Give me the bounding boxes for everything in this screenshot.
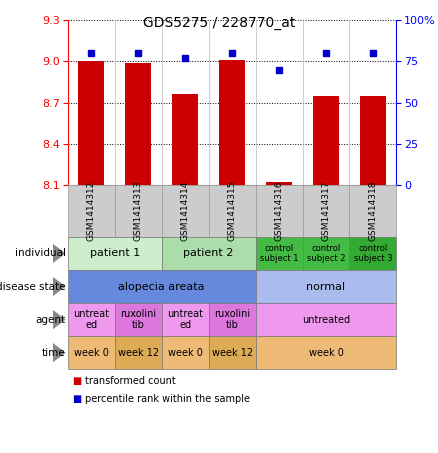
Text: alopecia areata: alopecia areata	[119, 281, 205, 292]
Text: normal: normal	[307, 281, 346, 292]
Bar	[172, 94, 198, 185]
Text: untreat
ed: untreat ed	[167, 309, 203, 330]
Text: disease state: disease state	[0, 281, 66, 292]
Text: week 12: week 12	[212, 347, 253, 358]
Polygon shape	[53, 310, 66, 329]
Bar	[266, 182, 292, 185]
Text: agent: agent	[35, 314, 66, 325]
Bar	[78, 62, 104, 185]
Text: GSM1414317: GSM1414317	[321, 181, 331, 241]
Polygon shape	[53, 343, 66, 362]
Text: control
subject 3: control subject 3	[353, 244, 392, 263]
Text: patient 1: patient 1	[90, 248, 140, 259]
Text: GSM1414313: GSM1414313	[134, 181, 143, 241]
Text: week 0: week 0	[168, 347, 203, 358]
Text: transformed count: transformed count	[85, 376, 176, 386]
Text: control
subject 2: control subject 2	[307, 244, 345, 263]
Text: week 0: week 0	[74, 347, 109, 358]
Bar	[125, 63, 151, 185]
Text: GSM1414315: GSM1414315	[228, 181, 237, 241]
Text: week 0: week 0	[308, 347, 343, 358]
Text: time: time	[42, 347, 66, 358]
Text: week 12: week 12	[118, 347, 159, 358]
Text: ruxolini
tib: ruxolini tib	[120, 309, 156, 330]
Text: ruxolini
tib: ruxolini tib	[214, 309, 250, 330]
Text: ■: ■	[72, 376, 81, 386]
Text: percentile rank within the sample: percentile rank within the sample	[85, 394, 251, 404]
Bar	[313, 96, 339, 185]
Text: control
subject 1: control subject 1	[260, 244, 298, 263]
Text: untreated: untreated	[302, 314, 350, 325]
Text: GSM1414312: GSM1414312	[87, 181, 96, 241]
Text: ■: ■	[72, 394, 81, 404]
Text: untreat
ed: untreat ed	[73, 309, 110, 330]
Bar	[219, 60, 245, 185]
Text: patient 2: patient 2	[184, 248, 234, 259]
Text: GDS5275 / 228770_at: GDS5275 / 228770_at	[143, 16, 295, 30]
Text: GSM1414316: GSM1414316	[275, 181, 283, 241]
Text: individual: individual	[15, 248, 66, 259]
Polygon shape	[53, 244, 66, 263]
Text: GSM1414314: GSM1414314	[181, 181, 190, 241]
Text: GSM1414318: GSM1414318	[368, 181, 378, 241]
Polygon shape	[53, 277, 66, 296]
Bar	[360, 96, 386, 185]
